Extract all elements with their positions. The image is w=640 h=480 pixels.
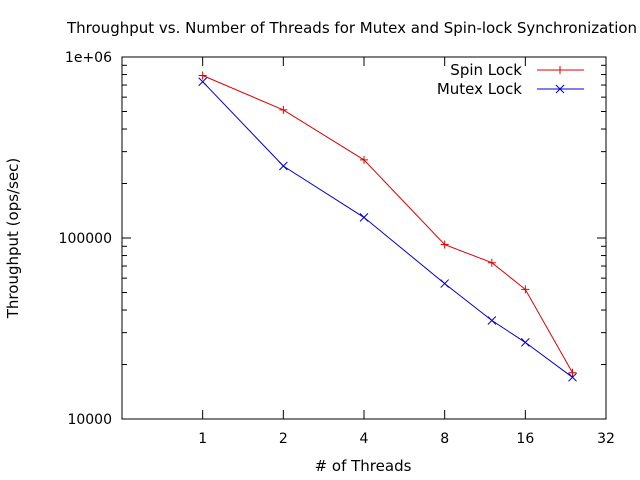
spin-lock-point [279,105,288,114]
mutex-lock-point [520,338,530,347]
x-tick-label: 8 [440,431,449,447]
legend-label-spin-lock: Spin Lock [450,61,522,79]
legend-marker-spin-lock [556,66,564,74]
spin-lock-point [198,71,207,80]
spin-lock-line [202,75,573,374]
x-tick-label: 1 [198,431,207,447]
mutex-lock-point [198,77,208,87]
spin-lock-point [487,258,496,267]
mutex-lock-point [278,161,288,171]
y-tick-label: 1e+06 [65,50,112,66]
x-tick-label: 32 [597,431,615,447]
mutex-lock-point [568,372,577,382]
x-tick-label: 4 [360,431,369,447]
spin-lock-point [568,368,577,377]
legend-label-mutex-lock: Mutex Lock [437,80,522,98]
chart-title: Throughput vs. Number of Threads for Mut… [66,19,637,37]
y-axis-label: Throughput (ops/sec) [4,158,22,319]
mutex-lock-line [202,81,573,378]
mutex-lock-point [440,279,450,288]
spin-lock-point [440,240,449,249]
y-tick-label: 10000 [67,412,112,428]
spin-lock-point [360,155,368,164]
spin-lock-point [521,285,530,294]
plot-frame [121,56,607,420]
x-tick-label: 16 [516,431,534,447]
y-tick-label: 100000 [59,231,112,247]
legend-marker-mutex-lock [555,84,565,94]
x-tick-label: 2 [279,431,288,447]
x-axis-label: # of Threads [315,457,412,475]
mutex-lock-point [487,316,497,325]
mutex-lock-point [359,213,369,222]
